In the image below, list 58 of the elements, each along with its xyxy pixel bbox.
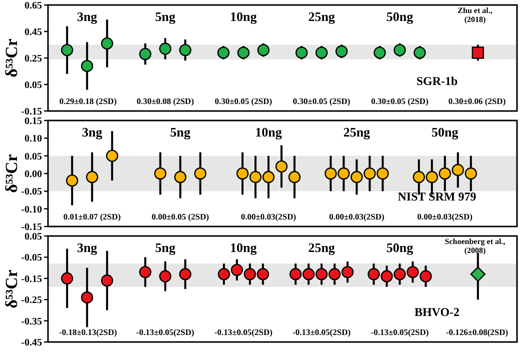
y-tick-label: -0.15 <box>21 222 42 233</box>
annotation: BHVO-2 <box>414 305 460 319</box>
x-tick-label: 10ng <box>230 9 258 24</box>
x-tick-label: 3ng <box>76 9 98 24</box>
annotation: NIST SRM 979 <box>398 190 476 204</box>
annotation: 0.29±0.18 (2SD) <box>59 96 117 106</box>
annotation: 0.00±0.03(2SD) <box>329 212 384 222</box>
y-tick-label: 0.05 <box>24 232 42 242</box>
x-tick-label: 50ng <box>386 240 414 255</box>
y-tick-label: -0.25 <box>21 295 42 306</box>
y-tick-label: 0.25 <box>24 54 42 64</box>
y-tick-label: -0.15 <box>21 274 42 285</box>
annotation: 0.30±0.08 (2SD) <box>136 96 194 106</box>
annotation: -0.13±0.05(2SD) <box>214 327 273 337</box>
y-tick-label: -0.15 <box>21 106 42 118</box>
annotation: -0.13±0.05(2SD) <box>136 327 194 337</box>
y-axis-title: δ⁵³Cr <box>2 38 21 78</box>
annotation: -0.13±0.05(2SD) <box>370 327 429 337</box>
x-tick-label: 10ng <box>255 124 282 140</box>
x-tick-label: 25ng <box>343 124 371 140</box>
annotation: 0.00±0.05 (2SD) <box>152 212 210 222</box>
x-tick-label: 50ng <box>386 9 414 24</box>
annotation: 0.00±0.03(2SD) <box>240 212 296 222</box>
x-tick-label: 5ng <box>170 124 191 140</box>
y-tick-label: 0.15 <box>24 116 42 127</box>
y-tick-label: -0.05 <box>21 252 42 264</box>
y-tick-label: 0.00 <box>24 169 42 180</box>
y-axis-title: δ⁵³Cr <box>2 269 21 308</box>
x-tick-label: 25ng <box>308 9 336 24</box>
x-tick-label: 10ng <box>230 240 258 255</box>
y-tick-label: -0.05 <box>21 186 42 198</box>
annotation: SGR-1b <box>416 74 458 88</box>
y-tick-label: 0.65 <box>24 0 42 12</box>
x-tick-label: Schoenberg et al., (2008) <box>444 237 506 255</box>
y-tick-label: -0.45 <box>21 338 42 348</box>
y-tick-label: 0.05 <box>24 151 42 162</box>
y-axis-title: δ⁵³Cr <box>2 154 21 193</box>
annotation: -0.18±0.13(2SD) <box>58 327 118 337</box>
y-tick-label: 0.10 <box>24 134 42 145</box>
annotation: 0.01±0.07 (2SD) <box>63 212 121 222</box>
x-tick-label: 50ng <box>432 124 459 140</box>
annotation: 0.30±0.05 (2SD) <box>292 96 350 106</box>
annotation: 0.00±0.03(2SD) <box>417 212 473 222</box>
annotation: -0.13±0.05(2SD) <box>292 327 351 337</box>
x-tick-label: 3ng <box>82 124 103 140</box>
annotation: 0.30±0.06 (2SD) <box>448 96 506 106</box>
y-tick-label: 0.05 <box>24 80 42 91</box>
x-tick-label: Zhu et al., (2018) <box>458 6 492 24</box>
annotation: 0.30±0.05 (2SD) <box>371 96 429 106</box>
x-tick-label: 3ng <box>76 240 98 255</box>
y-tick-label: -0.10 <box>21 204 42 216</box>
y-tick-label: 0.45 <box>24 27 42 38</box>
annotation: -0.126±0.08(2SD) <box>446 327 508 337</box>
x-tick-label: 25ng <box>308 240 336 255</box>
x-tick-label: 5ng <box>155 240 176 255</box>
x-tick-label: 5ng <box>155 9 176 24</box>
y-tick-label: -0.35 <box>21 316 42 328</box>
annotation: 0.30±0.05 (2SD) <box>214 96 272 106</box>
